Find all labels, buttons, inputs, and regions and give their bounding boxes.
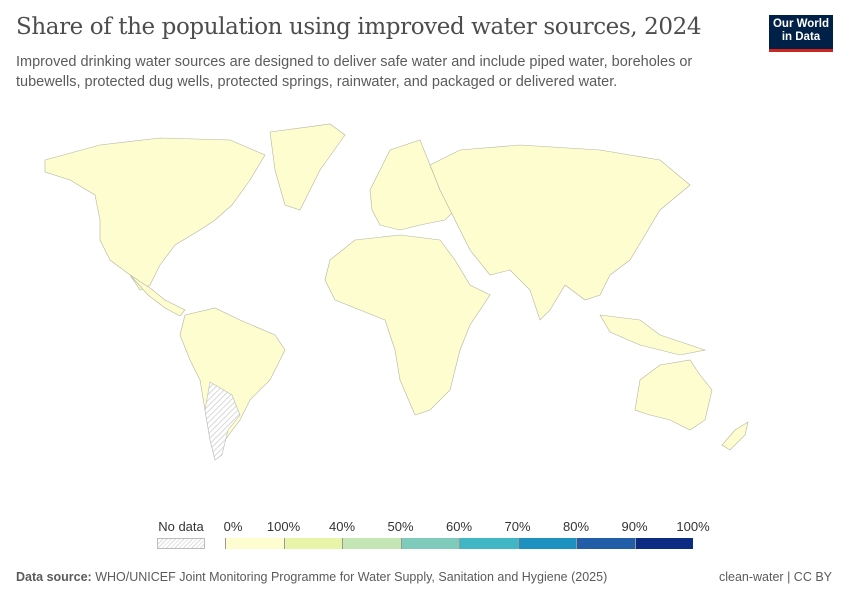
- source-link[interactable]: WHO/UNICEF Joint Monitoring Programme fo…: [95, 570, 608, 584]
- legend-tick-label: 60%: [445, 519, 473, 534]
- legend-bin[interactable]: [459, 538, 518, 549]
- legend-tick-label: 0%: [223, 519, 243, 534]
- legend-bin[interactable]: [342, 538, 401, 549]
- owid-logo[interactable]: Our World in Data: [769, 15, 833, 52]
- legend-tick-label: 40%: [328, 519, 356, 534]
- license-text[interactable]: clean-water | CC BY: [718, 570, 832, 584]
- legend-bin[interactable]: [517, 538, 576, 549]
- legend-tick-label: 70%: [504, 519, 531, 534]
- legend-bin[interactable]: [400, 538, 459, 549]
- legend-bin[interactable]: [283, 538, 342, 549]
- legend-tick-label: 90%: [621, 519, 648, 534]
- argentina-no-data: [204, 381, 241, 461]
- southeast-asia: [599, 314, 707, 356]
- legend-tick-label: 80%: [562, 519, 590, 534]
- legend-tick-label: 50%: [387, 519, 414, 534]
- legend-no-data-label: No data: [158, 519, 204, 534]
- north-america: [44, 137, 266, 291]
- legend-tick-label: 100%: [676, 519, 710, 534]
- legend-no-data-swatch: [157, 538, 205, 549]
- chart-title: Share of the population using improved w…: [16, 14, 702, 40]
- chart-subtitle: Improved drinking water sources are desi…: [16, 54, 693, 90]
- new-zealand: [721, 421, 749, 451]
- australia: [634, 359, 713, 431]
- asia: [429, 144, 691, 321]
- central-america: [129, 274, 186, 317]
- greenland: [269, 123, 346, 211]
- legend-bin[interactable]: [634, 538, 693, 549]
- color-legend: No data 0% 100% 40% 50% 60% 70% 80% 90% 100%: [0, 516, 850, 556]
- world-map: [44, 123, 749, 461]
- data-source: Data source: WHO/UNICEF Joint Monitoring…: [16, 570, 608, 584]
- south-america: [179, 307, 286, 461]
- legend-bin[interactable]: [225, 538, 284, 549]
- legend-bin[interactable]: [576, 538, 635, 549]
- legend-tick-label: 100%: [266, 519, 301, 534]
- africa: [324, 234, 491, 416]
